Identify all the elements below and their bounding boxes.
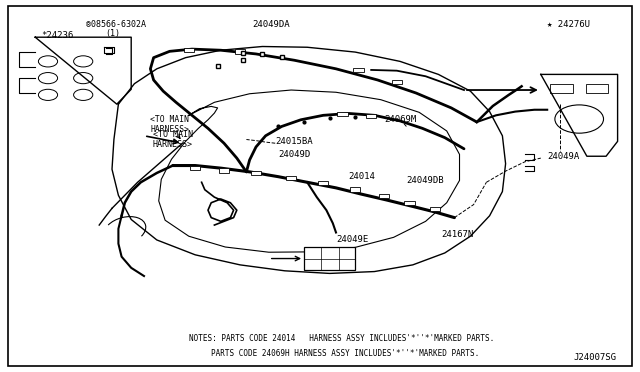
Text: 24069M: 24069M [384, 115, 416, 124]
Bar [235, 49, 245, 54]
Text: 24049E: 24049E [336, 235, 368, 244]
Text: NOTES: PARTS CODE 24014   HARNESS ASSY INCLUDES'*''*'MARKED PARTS.: NOTES: PARTS CODE 24014 HARNESS ASSY INC… [189, 334, 494, 343]
Bar [219, 168, 229, 173]
Text: (1): (1) [106, 29, 120, 38]
Text: 24049DA: 24049DA [253, 20, 291, 29]
Bar [350, 187, 360, 192]
Bar [586, 84, 608, 93]
Bar [392, 80, 402, 84]
Text: *24236: *24236 [42, 31, 74, 40]
Text: 24014: 24014 [349, 172, 376, 181]
Bar [379, 194, 389, 198]
Bar [318, 181, 328, 185]
Bar [404, 201, 415, 205]
Text: 24167N: 24167N [442, 230, 474, 239]
Bar [304, 247, 355, 270]
Bar [286, 176, 296, 180]
Text: 24049D: 24049D [278, 150, 310, 159]
Text: ®08566-6302A: ®08566-6302A [86, 20, 147, 29]
Bar [251, 171, 261, 175]
Text: <TO MAIN
HARNESS>: <TO MAIN HARNESS> [153, 130, 193, 149]
Text: PARTS CODE 24069H HARNESS ASSY INCLUDES'*''*'MARKED PARTS.: PARTS CODE 24069H HARNESS ASSY INCLUDES'… [211, 349, 479, 358]
Bar [190, 166, 200, 170]
Text: ★ 24276U: ★ 24276U [547, 20, 590, 29]
Bar [337, 112, 348, 116]
Bar [353, 68, 364, 72]
Bar [366, 114, 376, 118]
Bar [184, 48, 194, 52]
Text: 24015BA: 24015BA [275, 137, 313, 146]
Text: 24049DB: 24049DB [406, 176, 444, 185]
Text: 24049A: 24049A [547, 152, 579, 161]
Text: <TO MAIN
HARNESS>: <TO MAIN HARNESS> [150, 115, 189, 134]
Text: J24007SG: J24007SG [573, 353, 617, 362]
Bar [430, 207, 440, 211]
Bar [550, 84, 573, 93]
